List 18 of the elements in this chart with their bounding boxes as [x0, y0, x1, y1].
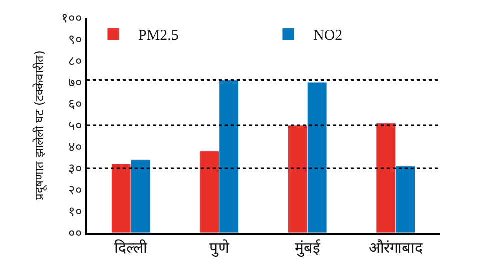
y-tick-label: ४० [68, 140, 83, 156]
legend-label: PM2.5 [138, 28, 179, 44]
y-tick-label: १० [68, 205, 83, 220]
legend-label: NO2 [314, 28, 343, 44]
x-tick-label: दिल्ली [114, 238, 149, 257]
y-tick-label: २० [68, 184, 83, 199]
x-tick-label: औरंगाबाद [368, 238, 424, 257]
y-tick-label: १०० [62, 12, 83, 27]
y-tick-label: ५० [68, 119, 83, 134]
y-tick-label: ८० [68, 54, 83, 70]
x-tick-label: मुंबई [295, 238, 322, 258]
y-tick-label: ६० [68, 98, 83, 113]
y-tick-label: ०० [68, 226, 83, 242]
x-tick-label: पुणे [209, 238, 230, 258]
y-tick-label: ३० [68, 162, 83, 178]
y-tick-label: ७० [68, 76, 83, 92]
y-axis-title: प्रदूषणात झालेली घट (टक्केवारीत) [32, 50, 48, 200]
y-tick-label: ९० [68, 33, 83, 48]
